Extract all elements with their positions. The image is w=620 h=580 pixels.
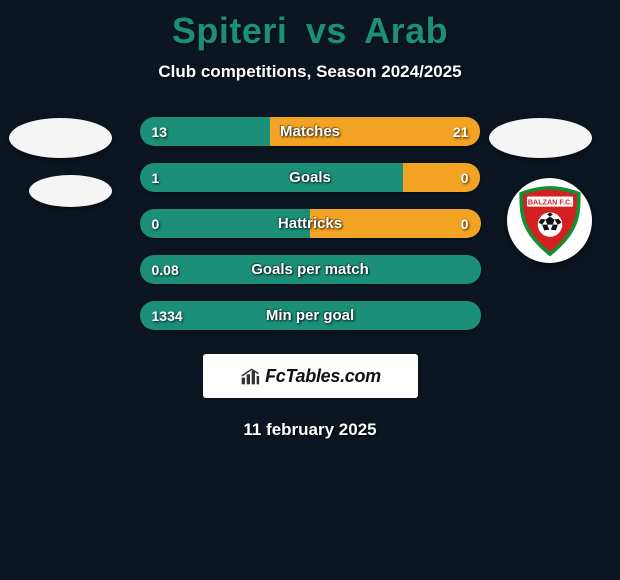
title-player1: Spiteri [172,10,288,51]
date-text: 11 february 2025 [0,420,620,440]
stat-bar-right-seg [270,117,481,146]
stat-bar-right-seg [403,163,480,192]
stat-bar-left-seg [140,163,404,192]
stat-bar: Goals10 [140,163,481,192]
subtitle: Club competitions, Season 2024/2025 [0,62,620,82]
stat-bar-left-seg [140,255,481,284]
stat-bar-left-seg [140,301,481,330]
title-vs: vs [306,10,347,51]
brand-badge: FcTables.com [203,354,418,398]
player2-avatar-top [489,118,592,158]
stat-bar-left-seg [140,209,311,238]
player2-club-logo: BALZAN F.C. [507,178,592,263]
player1-avatar-bottom [29,175,112,207]
stat-bar: Goals per match0.08 [140,255,481,284]
stat-bar: Hattricks00 [140,209,481,238]
player1-avatar-top [9,118,112,158]
page-title: Spiteri vs Arab [0,0,620,52]
crest-text: BALZAN F.C. [527,197,571,206]
title-player2: Arab [364,10,448,51]
stat-bar-right-seg [310,209,481,238]
bar-chart-icon [239,366,261,386]
club-crest-icon: BALZAN F.C. [514,185,586,257]
stat-bar: Matches1321 [140,117,481,146]
stat-bar-left-seg [140,117,270,146]
brand-text: FcTables.com [265,366,381,387]
stat-bar: Min per goal1334 [140,301,481,330]
